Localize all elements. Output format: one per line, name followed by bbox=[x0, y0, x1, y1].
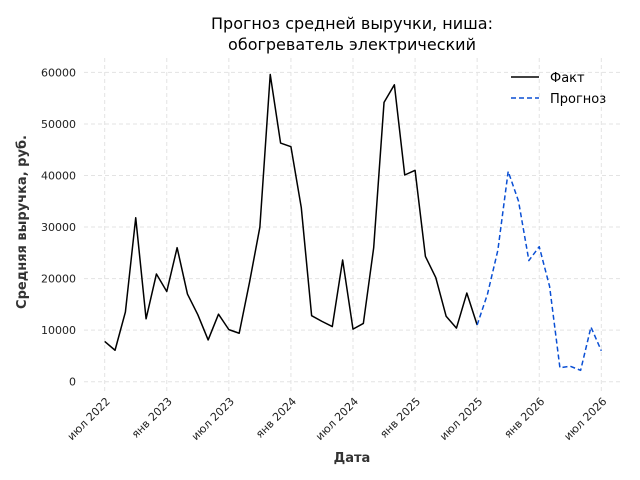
y-tick-label: 30000 bbox=[41, 221, 76, 234]
x-axis-label: Дата bbox=[334, 451, 371, 466]
x-tick-label: янв 2026 bbox=[502, 395, 548, 441]
y-tick-label: 50000 bbox=[41, 118, 76, 131]
series-layer bbox=[104, 73, 602, 372]
y-axis: 0 10000 20000 30000 40000 50000 60000 bbox=[41, 66, 76, 388]
x-axis: июл 2022 янв 2023 июл 2023 янв 2024 июл 2024… bbox=[65, 395, 610, 443]
series-line-forecast bbox=[476, 170, 602, 372]
x-tick-label: янв 2025 bbox=[377, 395, 423, 441]
x-tick-label: июл 2022 bbox=[65, 395, 113, 443]
grid bbox=[84, 58, 622, 392]
x-tick-label: июл 2024 bbox=[313, 395, 361, 443]
x-tick-label: июл 2025 bbox=[437, 395, 485, 443]
x-tick-label: янв 2023 bbox=[129, 395, 175, 441]
y-tick-label: 40000 bbox=[41, 170, 76, 183]
y-tick-label: 10000 bbox=[41, 324, 76, 337]
legend-label-fact: Факт bbox=[550, 71, 585, 86]
legend: Факт Прогноз bbox=[511, 71, 606, 107]
series-line-fact bbox=[104, 73, 478, 351]
y-axis-label: Средняя выручка, руб. bbox=[15, 135, 30, 309]
y-tick-label: 20000 bbox=[41, 273, 76, 286]
y-tick-label: 60000 bbox=[41, 66, 76, 79]
x-tick-label: июл 2023 bbox=[189, 395, 237, 443]
y-tick-label: 0 bbox=[69, 376, 76, 389]
x-tick-label: янв 2024 bbox=[253, 395, 299, 441]
legend-label-forecast: Прогноз bbox=[550, 92, 606, 107]
x-tick-label: июл 2026 bbox=[561, 395, 609, 443]
chart-title-line-1: Прогноз средней выручки, ниша: bbox=[211, 14, 493, 33]
chart-title-line-2: обогреватель электрический bbox=[228, 35, 476, 54]
